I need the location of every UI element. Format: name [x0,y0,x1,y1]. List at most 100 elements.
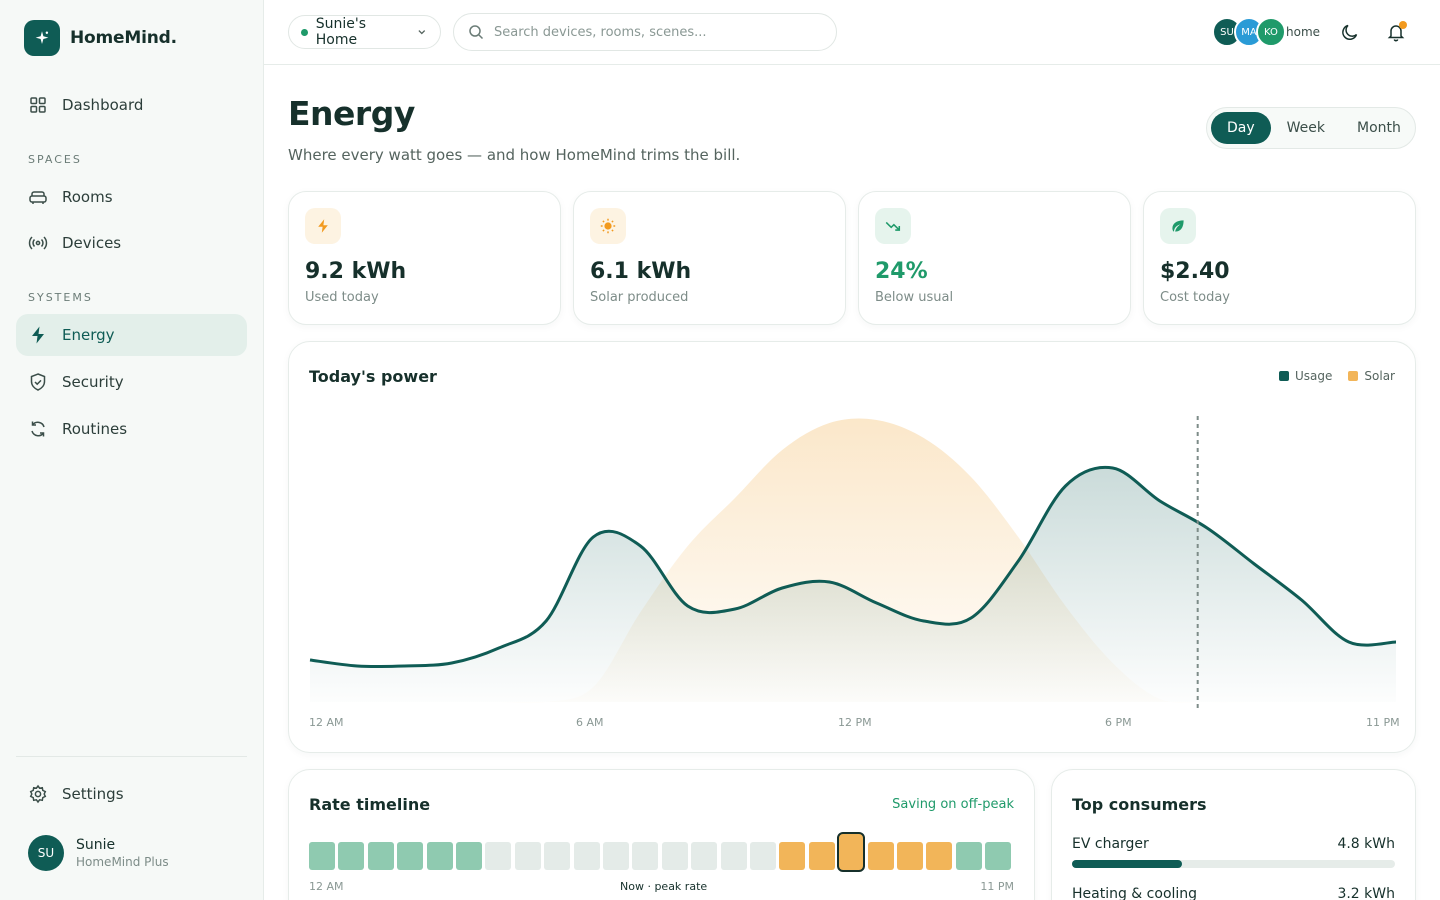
sun-icon [590,208,626,244]
stat-value: 6.1 kWh [590,259,692,284]
search-input[interactable] [494,24,814,40]
refresh-icon [31,421,45,437]
top-consumers-card: Top consumers EV charger 4.8 kWh Heating… [1051,769,1416,900]
page-subtitle: Where every watt goes — and how HomeMind… [288,146,741,164]
gear-icon [29,784,47,804]
grid-icon [30,97,46,113]
search-icon [469,25,484,40]
stat-card-cost[interactable]: $2.40 Cost today [1143,191,1416,325]
power-chart-card: Today's power Usage Solar 12 AM 6 AM 12 … [288,341,1416,753]
legend-item-usage[interactable]: Usage [1279,369,1332,383]
search-bar[interactable] [453,13,837,51]
signal-icon [28,236,48,250]
page-title: Energy [288,94,415,133]
sidebar-item-security[interactable]: Security [16,361,247,403]
sidebar-item-settings[interactable]: Settings [16,773,247,815]
rate-end-label: 11 PM [980,880,1014,893]
sidebar-item-label: Dashboard [62,96,144,114]
legend-label-usage: Usage [1295,369,1333,383]
top-bar: Sunie's Home SU MA KO home [264,0,1440,65]
sidebar-item-routines[interactable]: Routines [16,408,247,450]
member-avatar: KO [1256,17,1286,47]
x-tick-label: 6 AM [576,716,604,729]
avatar: SU [28,835,64,871]
bolt-icon [32,326,44,344]
rate-slot[interactable] [338,842,365,870]
stat-card-used[interactable]: 9.2 kWh Used today [288,191,561,325]
rate-now-label: Now · peak rate [620,880,708,893]
rate-slot[interactable] [955,842,982,870]
consumer-value: 4.8 kWh [1337,836,1395,852]
power-chart[interactable] [289,342,1417,754]
sidebar-item-label: Security [62,373,124,391]
user-profile[interactable]: SU Sunie HomeMind Plus [28,835,169,871]
user-name: Sunie [76,837,116,853]
rate-slot[interactable] [544,842,571,870]
range-toggle: Day Week Month [1206,107,1416,149]
rate-slot[interactable] [808,842,835,870]
rate-slot[interactable] [514,842,541,870]
brand-logo[interactable]: HomeMind. [24,20,177,56]
rate-slot[interactable] [485,842,512,870]
card-title: Rate timeline [309,795,431,814]
legend-item-solar[interactable]: Solar [1348,369,1395,383]
rate-slot[interactable] [897,842,923,870]
member-avatar: MA [1234,17,1264,47]
household-members[interactable]: SU MA KO home [1212,17,1320,47]
notification-badge [1399,21,1407,29]
rate-slot[interactable] [720,842,747,870]
home-name: Sunie's Home [315,16,367,48]
sidebar-item-label: Routines [62,420,128,438]
range-month-button[interactable]: Month [1357,120,1401,136]
consumer-name: EV charger [1072,836,1149,852]
sidebar-item-rooms[interactable]: Rooms [16,176,247,218]
rate-slot[interactable] [750,842,776,870]
stat-label: Below usual [875,290,954,305]
rate-slot[interactable] [426,842,453,870]
brand-name: HomeMind. [70,28,177,48]
range-day-button[interactable]: Day [1211,112,1271,144]
rate-slot[interactable] [309,842,335,870]
rate-slot[interactable] [691,842,718,870]
sparkle-icon [24,20,60,56]
rate-slot[interactable] [397,842,424,870]
bell-icon [1387,25,1405,42]
legend-swatch-solar [1348,371,1359,381]
leaf-icon [1160,208,1196,244]
range-week-button[interactable]: Week [1286,120,1326,136]
rate-slot[interactable] [661,842,688,870]
consumer-bar [1072,860,1395,868]
stat-card-savings[interactable]: 24% Below usual [858,191,1131,325]
rate-slot[interactable] [573,842,600,870]
notifications-button[interactable] [1384,20,1408,44]
rate-status: Saving on off-peak [892,797,1014,812]
rate-slot[interactable] [926,842,953,870]
consumer-bar-fill [1072,860,1182,868]
stat-card-solar[interactable]: 6.1 kWh Solar produced [573,191,846,325]
rate-timeline-card: Rate timeline Saving on off-peak 12 AM N… [288,769,1035,900]
sidebar-item-label: Settings [62,785,124,803]
x-tick-label: 12 PM [838,716,872,729]
usage-line[interactable] [309,465,1397,669]
stat-value: 24% [875,259,928,284]
rate-slot[interactable] [632,842,659,870]
chart-legend: Usage Solar [1279,369,1395,383]
members-label: home [1286,25,1321,39]
consumer-name: Heating & cooling [1072,886,1198,900]
x-tick-label: 11 PM [1366,716,1400,729]
rate-slot[interactable] [867,842,894,870]
rate-slot[interactable] [779,842,806,870]
sidebar-item-energy[interactable]: Energy [16,314,247,356]
rate-slot-now[interactable] [837,832,866,872]
rate-slot[interactable] [456,842,482,870]
sidebar-item-devices[interactable]: Devices [16,222,247,264]
consumer-value: 3.2 kWh [1337,886,1395,900]
theme-toggle-button[interactable] [1338,20,1362,44]
legend-swatch-usage [1279,371,1290,381]
home-selector[interactable]: Sunie's Home [288,15,441,49]
sidebar-item-dashboard[interactable]: Dashboard [16,84,247,126]
rate-slot[interactable] [603,842,629,870]
user-plan: HomeMind Plus [76,855,169,869]
rate-slot[interactable] [367,842,394,870]
rate-slot[interactable] [985,842,1012,870]
